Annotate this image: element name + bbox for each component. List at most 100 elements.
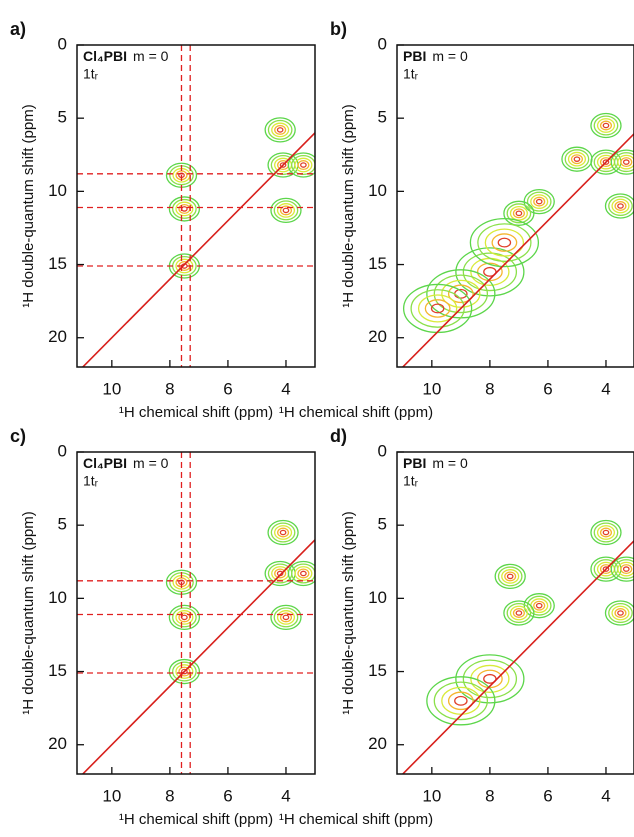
contour-ring <box>501 569 520 584</box>
x-tick-label: 8 <box>485 379 494 398</box>
contour-ring <box>483 266 497 277</box>
compound: Cl₄PBI <box>83 455 127 471</box>
contour-ring <box>477 223 532 262</box>
contour-ring <box>168 658 201 685</box>
contour-ring <box>178 203 191 214</box>
contour-ring <box>610 556 634 582</box>
panel-label: b) <box>330 19 347 39</box>
panel-label: d) <box>330 426 347 446</box>
contour-ring <box>617 610 624 616</box>
contour-ring <box>512 608 525 618</box>
contour-ring <box>267 119 293 140</box>
contour-ring <box>620 157 633 168</box>
y-tick-label: 20 <box>48 327 67 346</box>
contour-ring <box>622 159 630 165</box>
contour-ring <box>622 566 630 572</box>
y-tick-label: 15 <box>48 661 67 680</box>
contour-ring <box>279 612 293 623</box>
diagonal <box>401 539 634 774</box>
contour-ring <box>274 124 287 135</box>
x-axis-title: ¹H chemical shift (ppm) <box>279 404 433 421</box>
contour-ring <box>264 117 296 143</box>
contour-ring <box>297 568 310 579</box>
contour-ring <box>515 610 523 616</box>
axes-frame <box>396 451 634 775</box>
contour-ring <box>181 614 188 621</box>
x-tick-label: 4 <box>281 379 290 398</box>
y-tick-label: 10 <box>368 181 387 200</box>
contour-ring <box>433 681 489 721</box>
contour-ring <box>270 522 296 543</box>
contour-ring <box>602 122 610 129</box>
contour-ring <box>613 152 634 173</box>
contour-ring <box>273 607 299 628</box>
y-axis-title: ¹H double-quantum shift (ppm) <box>20 511 37 714</box>
contour-ring <box>276 610 296 625</box>
panel-title: Cl₄PBI m = 0 <box>83 455 169 471</box>
contour-ring <box>287 560 315 587</box>
contour-ring <box>611 198 630 214</box>
y-tick-label: 0 <box>58 34 67 53</box>
contour-ring <box>178 666 191 677</box>
contour-ring <box>300 570 307 577</box>
rotor-label: 1tᵣ <box>83 66 99 82</box>
contour-ring <box>599 120 613 131</box>
contour-ring <box>523 593 555 619</box>
x-tick-label: 4 <box>281 786 290 805</box>
contour-ring <box>604 600 634 626</box>
y-tick-label: 5 <box>378 108 387 127</box>
x-tick-label: 6 <box>543 379 552 398</box>
contour-ring <box>175 664 194 679</box>
axes-frame <box>76 44 316 368</box>
x-tick-label: 4 <box>601 379 610 398</box>
panel-label: c) <box>10 426 26 446</box>
contour-ring <box>172 607 197 628</box>
contour-ring <box>535 198 543 205</box>
contour-ring <box>530 194 549 209</box>
y-tick-label: 15 <box>368 254 387 273</box>
contour-ring <box>593 115 619 136</box>
contour-ring <box>610 149 634 175</box>
contour-ring <box>273 200 299 221</box>
x-tick-label: 4 <box>601 786 610 805</box>
contour-ring <box>593 522 619 543</box>
contour-ring <box>469 217 540 268</box>
y-axis-title: ¹H double-quantum shift (ppm) <box>340 511 357 714</box>
contour-ring <box>282 207 290 214</box>
contour-ring <box>168 196 201 222</box>
contour-ring <box>506 203 532 224</box>
x-tick-label: 6 <box>223 379 232 398</box>
contour-ring <box>270 197 302 224</box>
contour-ring <box>426 676 496 726</box>
contour-ring <box>424 299 451 318</box>
contour-ring <box>175 610 194 625</box>
contour-ring <box>614 608 627 618</box>
compound: PBI <box>403 48 426 64</box>
diagonal <box>81 539 315 774</box>
contour-ring <box>515 210 523 217</box>
compound: PBI <box>403 455 426 471</box>
y-tick-label: 5 <box>58 108 67 127</box>
contour-ring <box>526 191 552 212</box>
contour-ring <box>410 289 465 328</box>
contour-ring <box>617 203 624 209</box>
contour-ring <box>279 162 287 168</box>
contour-ring <box>602 529 610 536</box>
contour-ring <box>509 205 528 221</box>
plot-area <box>77 45 315 367</box>
diagonal <box>401 132 634 367</box>
contour-ring <box>561 146 593 172</box>
x-axis-title: ¹H chemical shift (ppm) <box>279 811 433 828</box>
condition: m = 0 <box>432 48 468 64</box>
contour-ring <box>596 525 616 540</box>
contour-ring <box>430 303 445 314</box>
contour-ring <box>291 155 315 176</box>
contour-ring <box>441 279 481 308</box>
contour-ring <box>494 563 526 590</box>
rotor-label: 1tᵣ <box>403 473 419 489</box>
contour-ring <box>503 600 535 626</box>
y-tick-label: 10 <box>48 181 67 200</box>
contour-ring <box>506 602 532 624</box>
contour-ring <box>512 208 525 219</box>
y-tick-label: 10 <box>48 588 67 607</box>
